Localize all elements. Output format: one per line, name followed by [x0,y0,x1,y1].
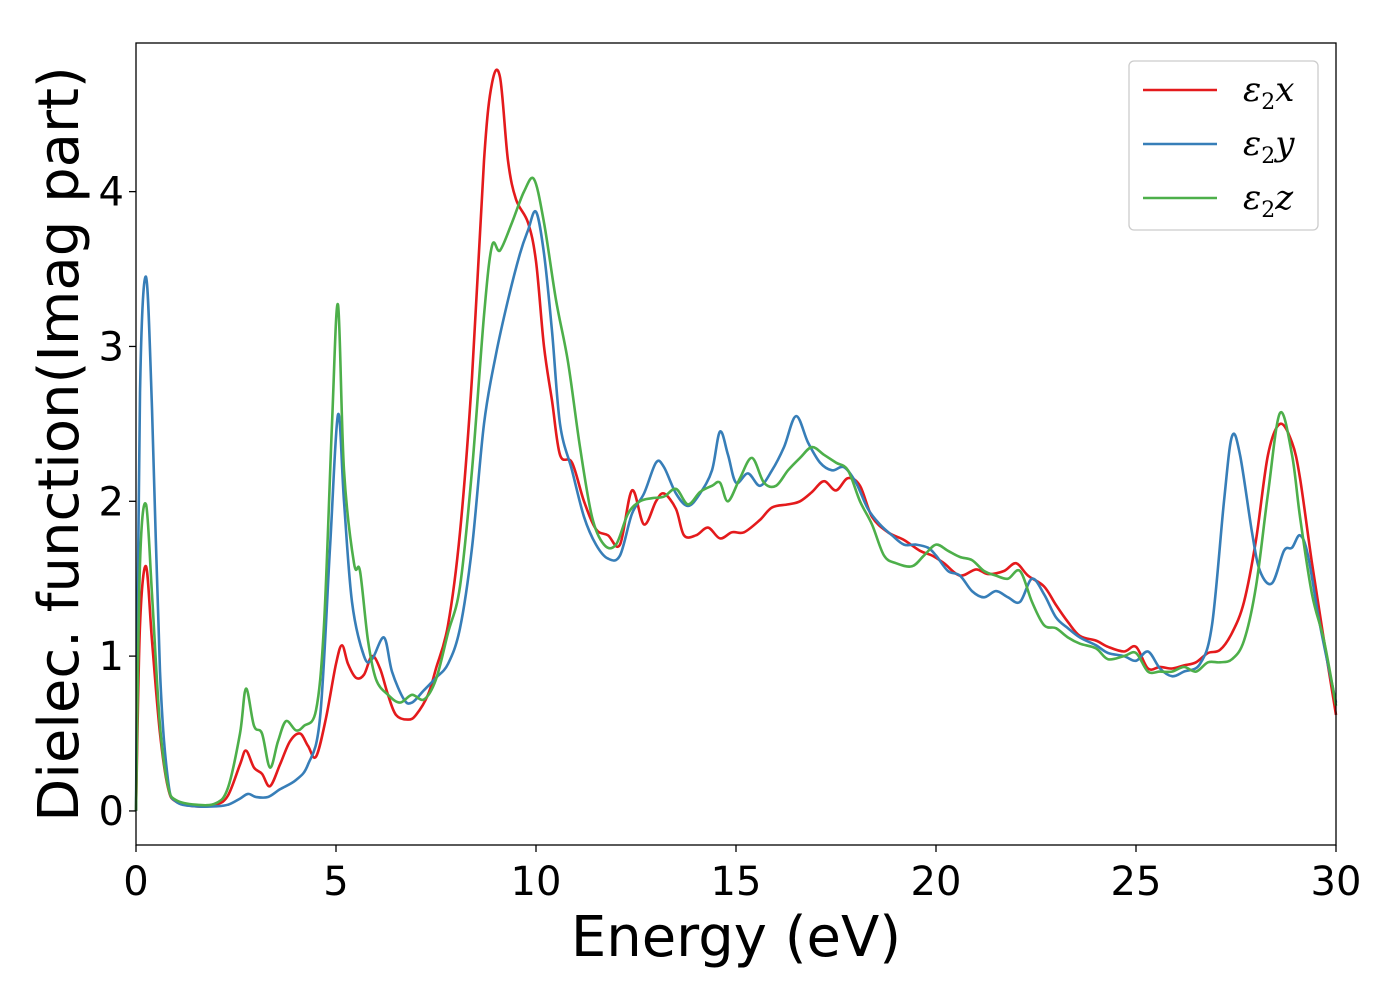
y-tick-label: 4 [99,170,124,216]
y-axis-ticks: 0 1 2 3 4 [99,170,136,835]
y-axis-label: Dielec. function(Imag part) [27,66,92,822]
y-tick-label: 2 [99,479,124,525]
series-line-3 [134,176,1338,811]
x-axis-ticks: 0 5 10 15 20 25 30 [123,845,1361,905]
x-tick-label: 5 [323,859,348,905]
plot-lines [134,68,1338,811]
legend-label-3: ε2z [1243,178,1294,223]
x-tick-label: 10 [511,859,562,905]
y-tick-label: 0 [99,789,124,835]
x-tick-label: 25 [1111,859,1162,905]
x-tick-label: 20 [911,859,962,905]
legend-box [1128,60,1319,231]
x-tick-label: 30 [1311,859,1362,905]
x-tick-label: 15 [711,859,762,905]
y-tick-label: 3 [99,324,124,370]
series-line-1 [134,68,1338,811]
series-line-2 [134,209,1338,811]
x-axis-label: Energy (eV) [571,905,901,970]
x-tick-label: 0 [123,859,148,905]
y-tick-label: 1 [99,634,124,680]
